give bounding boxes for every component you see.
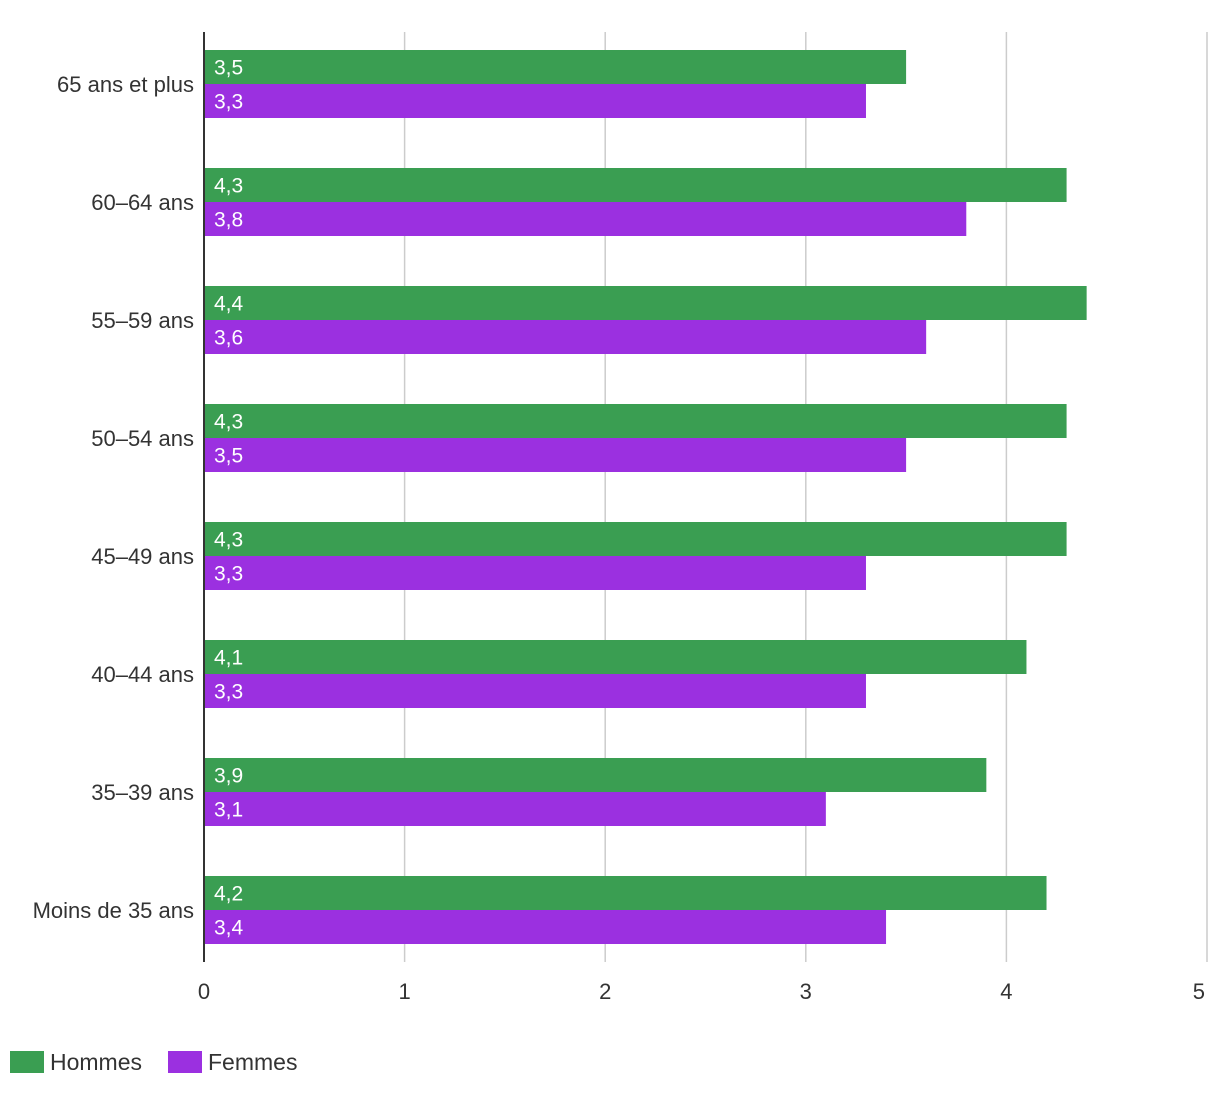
- data-label-femmes-1: 3,8: [214, 209, 243, 232]
- data-label-femmes-6: 3,1: [214, 799, 243, 822]
- category-label-3: 50–54 ans: [91, 426, 194, 451]
- data-label-femmes-0: 3,3: [214, 91, 243, 114]
- data-label-femmes-2: 3,6: [214, 327, 243, 350]
- data-label-hommes-2: 4,4: [214, 293, 244, 316]
- legend-label-hommes: Hommes: [50, 1049, 142, 1075]
- data-label-femmes-7: 3,4: [214, 917, 244, 940]
- data-label-femmes-3: 3,5: [214, 445, 243, 468]
- category-label-6: 35–39 ans: [91, 780, 194, 805]
- bar-hommes-6: [204, 758, 987, 792]
- category-label-7: Moins de 35 ans: [33, 898, 194, 923]
- bar-femmes-6: [204, 792, 826, 826]
- data-label-hommes-3: 4,3: [214, 411, 243, 434]
- data-label-hommes-4: 4,3: [214, 529, 243, 552]
- category-label-5: 40–44 ans: [91, 662, 194, 687]
- data-label-hommes-5: 4,1: [214, 647, 243, 670]
- bar-femmes-7: [204, 910, 887, 944]
- bar-hommes-4: [204, 522, 1067, 556]
- category-label-0: 65 ans et plus: [57, 72, 194, 97]
- data-label-femmes-4: 3,3: [214, 563, 243, 586]
- category-label-2: 55–59 ans: [91, 308, 194, 333]
- category-labels: 65 ans et plus 60–64 ans 55–59 ans 50–54 an…: [33, 72, 194, 923]
- bar-hommes-1: [204, 168, 1067, 202]
- bar-hommes-5: [204, 640, 1027, 674]
- x-tick-label-4: 4: [1000, 979, 1012, 1004]
- x-tick-labels: 0 1 2 3 4 5: [198, 979, 1205, 1004]
- data-label-hommes-7: 4,2: [214, 883, 243, 906]
- x-tick-label-1: 1: [398, 979, 410, 1004]
- legend: Hommes Femmes: [10, 1049, 297, 1075]
- bars: 3,5 3,3 4,3 3,8 4,4 3,6 4,3 3,5 4,3 3,3 4,1 3,3 3,9 3…: [204, 50, 1087, 944]
- bar-femmes-4: [204, 556, 866, 590]
- bar-hommes-0: [204, 50, 907, 84]
- category-label-4: 45–49 ans: [91, 544, 194, 569]
- data-label-hommes-6: 3,9: [214, 765, 243, 788]
- x-tick-label-2: 2: [599, 979, 611, 1004]
- x-tick-label-3: 3: [800, 979, 812, 1004]
- data-label-hommes-0: 3,5: [214, 57, 243, 80]
- x-tick-label-0: 0: [198, 979, 210, 1004]
- category-label-1: 60–64 ans: [91, 190, 194, 215]
- bar-femmes-1: [204, 202, 967, 236]
- data-label-hommes-1: 4,3: [214, 175, 243, 198]
- bar-femmes-3: [204, 438, 907, 472]
- x-tick-label-5: 5: [1193, 979, 1205, 1004]
- bar-hommes-2: [204, 286, 1087, 320]
- bar-femmes-0: [204, 84, 866, 118]
- legend-label-femmes: Femmes: [208, 1049, 297, 1075]
- data-label-femmes-5: 3,3: [214, 681, 243, 704]
- legend-swatch-hommes: [10, 1051, 44, 1073]
- legend-swatch-femmes: [168, 1051, 202, 1073]
- bar-hommes-3: [204, 404, 1067, 438]
- bar-hommes-7: [204, 876, 1047, 910]
- bar-femmes-2: [204, 320, 927, 354]
- bar-femmes-5: [204, 674, 866, 708]
